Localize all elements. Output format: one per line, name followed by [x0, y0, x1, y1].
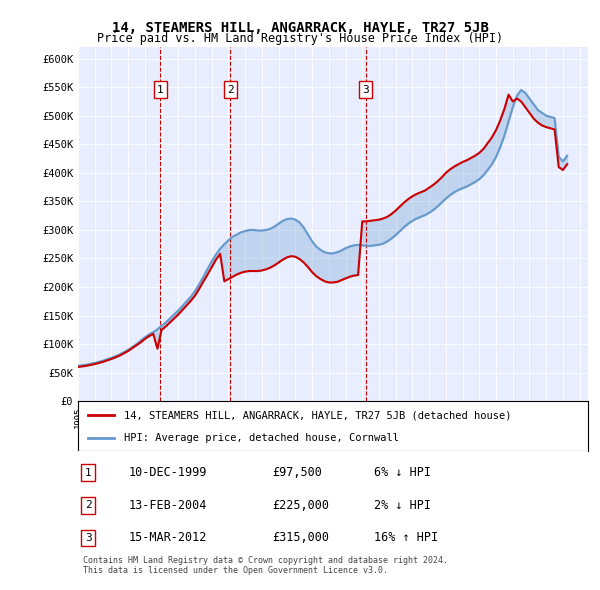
- Text: 13-FEB-2004: 13-FEB-2004: [129, 499, 208, 512]
- Text: 2% ↓ HPI: 2% ↓ HPI: [374, 499, 431, 512]
- Text: Price paid vs. HM Land Registry's House Price Index (HPI): Price paid vs. HM Land Registry's House …: [97, 32, 503, 45]
- Text: £315,000: £315,000: [272, 532, 329, 545]
- Text: 14, STEAMERS HILL, ANGARRACK, HAYLE, TR27 5JB (detached house): 14, STEAMERS HILL, ANGARRACK, HAYLE, TR2…: [124, 410, 511, 420]
- Text: 3: 3: [362, 85, 369, 94]
- Text: 2: 2: [85, 500, 92, 510]
- Text: 10-DEC-1999: 10-DEC-1999: [129, 466, 208, 479]
- Text: £97,500: £97,500: [272, 466, 322, 479]
- Text: Contains HM Land Registry data © Crown copyright and database right 2024.
This d: Contains HM Land Registry data © Crown c…: [83, 556, 448, 575]
- Text: 3: 3: [85, 533, 92, 543]
- Text: 16% ↑ HPI: 16% ↑ HPI: [374, 532, 438, 545]
- Text: 2: 2: [227, 85, 234, 94]
- Text: £225,000: £225,000: [272, 499, 329, 512]
- Text: 6% ↓ HPI: 6% ↓ HPI: [374, 466, 431, 479]
- Text: 14, STEAMERS HILL, ANGARRACK, HAYLE, TR27 5JB: 14, STEAMERS HILL, ANGARRACK, HAYLE, TR2…: [112, 21, 488, 35]
- Text: 1: 1: [85, 467, 92, 477]
- Text: 15-MAR-2012: 15-MAR-2012: [129, 532, 208, 545]
- Text: 1: 1: [157, 85, 164, 94]
- Text: HPI: Average price, detached house, Cornwall: HPI: Average price, detached house, Corn…: [124, 434, 399, 443]
